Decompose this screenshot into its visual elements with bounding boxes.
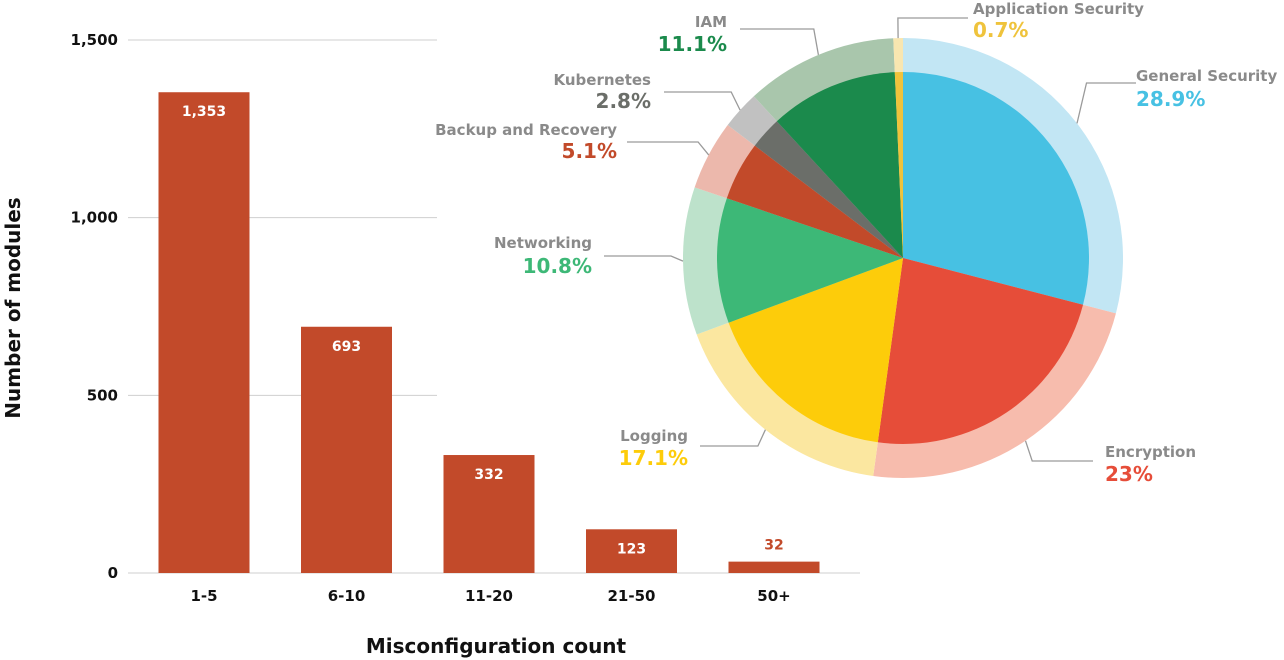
pie-label-percent: 23%	[1105, 462, 1153, 486]
pie-label-name: Kubernetes	[554, 71, 652, 89]
bar-value-label: 693	[332, 339, 361, 355]
pie-label-name: Encryption	[1105, 443, 1196, 461]
pie-slice-general-security	[903, 72, 1089, 305]
bar-value-label: 123	[617, 541, 646, 557]
pie-slice-backup-and-recovery	[726, 145, 903, 258]
bar-value-label: 1,353	[182, 104, 226, 120]
pie-label-percent: 28.9%	[1136, 87, 1205, 111]
pie-label-percent: 0.7%	[973, 18, 1028, 42]
pie-slice-networking	[716, 198, 903, 323]
bar-1-5	[158, 92, 250, 573]
pie-label-name: General Security	[1136, 67, 1277, 85]
pie-label-name: Backup and Recovery	[435, 121, 617, 139]
pie-slice-encryption	[877, 258, 1084, 445]
bar-value-label: 332	[474, 467, 503, 483]
bar-21-50	[586, 529, 677, 573]
bar-value-label: 32	[764, 538, 783, 554]
pie-slice-kubernetes	[754, 121, 903, 258]
x-tick-label: 11-20	[465, 587, 513, 605]
pie-label-percent: 10.8%	[523, 254, 592, 278]
y-tick-label: 1,500	[71, 31, 118, 49]
bar-50+	[728, 561, 820, 573]
pie-label-name: Networking	[494, 234, 592, 252]
pie-slice-application-security	[894, 71, 903, 258]
pie-slice-logging	[728, 258, 903, 443]
pie-label-percent: 11.1%	[658, 32, 727, 56]
x-tick-label: 50+	[757, 587, 790, 605]
x-tick-label: 21-50	[608, 587, 656, 605]
pie-label-percent: 2.8%	[596, 89, 651, 113]
leader-line	[1076, 82, 1136, 124]
leader-line	[740, 28, 820, 56]
bar-6-10	[301, 326, 392, 573]
pie-slice-iam	[776, 72, 903, 259]
leader-line	[700, 429, 766, 447]
x-axis-title: Misconfiguration count	[366, 634, 627, 658]
y-tick-label: 0	[108, 564, 118, 582]
pie-label-name: Application Security	[973, 0, 1144, 18]
leader-line	[897, 17, 968, 39]
leader-line	[604, 255, 684, 262]
bar-11-20	[443, 455, 535, 573]
pie-label-percent: 5.1%	[562, 139, 617, 163]
y-tick-label: 1,000	[71, 209, 118, 227]
x-tick-label: 6-10	[328, 587, 366, 605]
y-tick-label: 500	[87, 386, 118, 404]
pie-label-percent: 17.1%	[619, 446, 688, 470]
leader-line	[627, 141, 710, 156]
pie-label-name: IAM	[695, 13, 727, 31]
y-axis-title: Number of modules	[1, 197, 25, 418]
leader-line	[664, 91, 741, 111]
pie-label-name: Logging	[620, 427, 688, 445]
x-tick-label: 1-5	[190, 587, 217, 605]
bar-chart: 0 500 1,000 1,500 1,353 1-5 693 6-10 332 11-20 123…	[1, 31, 860, 658]
leader-line	[1024, 440, 1093, 462]
